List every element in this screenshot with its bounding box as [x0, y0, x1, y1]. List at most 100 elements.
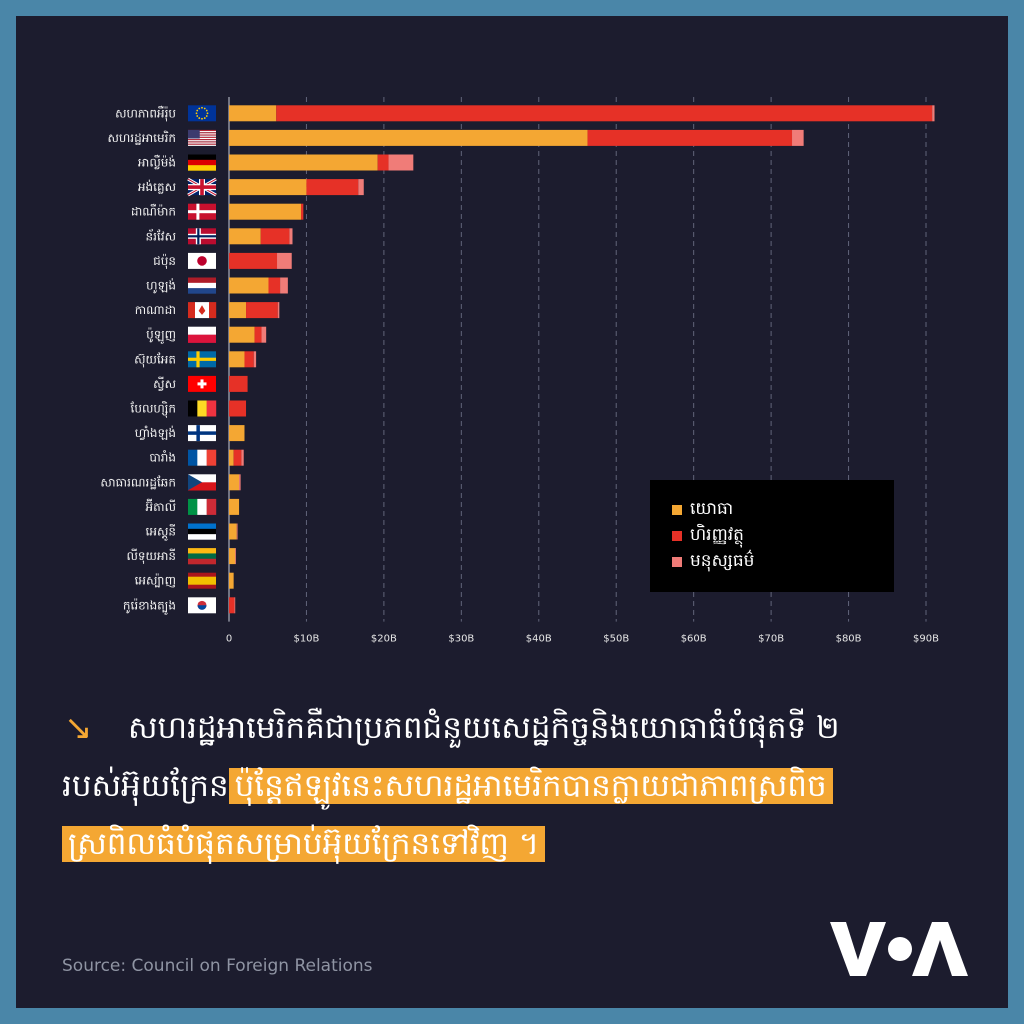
bar-segment-military — [229, 277, 269, 294]
country-label: អង់គ្លេស — [138, 179, 176, 194]
country-label: ហ្វាំងឡង់ — [135, 425, 176, 440]
bar-segment-financial — [244, 351, 254, 368]
x-tick-label: $30B — [448, 634, 474, 645]
flag-us-icon — [188, 129, 216, 146]
bar-segment-humanitarian — [239, 474, 241, 491]
bar-segment-military — [229, 154, 378, 171]
bar-segment-humanitarian — [234, 597, 236, 614]
bar-segment-humanitarian — [277, 252, 292, 269]
flag-be-icon — [188, 400, 217, 417]
bar-segment-financial — [377, 154, 389, 171]
legend-label-military: យោធា — [690, 498, 734, 519]
bar-segment-military — [229, 228, 261, 245]
legend-label-financial: ហិរញ្ញវត្ថុ — [690, 524, 744, 545]
flag-ch-icon — [188, 375, 216, 392]
bar-segment-military — [229, 105, 277, 122]
flag-ee-icon — [188, 523, 216, 540]
country-label: អ៊ីតាលី — [146, 498, 176, 514]
flag-kr-icon — [188, 597, 216, 614]
bar-segment-humanitarian — [261, 326, 267, 343]
bar-segment-military — [229, 326, 255, 343]
country-label: ហូឡង់ — [146, 278, 176, 294]
country-label: កាណាដា — [135, 303, 176, 317]
country-label: ស្វីស — [153, 376, 176, 391]
country-label: បែលហ្ស៊ិក — [131, 401, 176, 419]
country-label: អេស្ប៉ាញ — [135, 573, 176, 588]
infographic-frame: 0 $10B $20B $30B $40B $50B $60B $70B $80B $90B សហភ… — [16, 16, 1008, 1008]
bar-segment-humanitarian — [277, 302, 280, 319]
bar-segment-humanitarian — [289, 228, 293, 245]
legend-label-humanitarian: មនុស្សធម៌ — [690, 550, 755, 571]
bar-segment-financial — [229, 597, 235, 614]
arrow-icon: ↘ — [64, 708, 93, 748]
country-label: ដាណឺម៉ាក — [131, 204, 176, 219]
flag-pl-icon — [188, 326, 216, 343]
bar-segment-financial — [301, 203, 304, 220]
headline-line-2: របស់អ៊ុយក្រែន ប៉ុន្តែឥឡូវនេះសហរដ្ឋអាមេរិក… — [62, 764, 833, 808]
flag-jp-icon — [188, 252, 216, 269]
country-label: បារាំង — [149, 450, 176, 465]
bar-segment-humanitarian — [792, 129, 804, 146]
country-label: សហភាពអឺរ៉ុប — [115, 105, 176, 121]
bar-segment-military — [229, 523, 237, 540]
legend-swatch-military — [672, 505, 682, 515]
bar-segment-humanitarian — [280, 277, 288, 294]
bar-segment-financial — [306, 179, 359, 196]
bar-segment-financial — [587, 129, 793, 146]
bar-segment-humanitarian — [236, 523, 238, 540]
country-label: ប៉ូឡូញ — [146, 327, 176, 345]
bar-segment-military — [229, 498, 240, 515]
bar-segment-military — [229, 474, 240, 491]
country-label: សាធារណរដ្ឋឆែក — [100, 474, 176, 489]
bar-segment-financial — [246, 302, 278, 319]
legend-swatch-humanitarian — [672, 557, 682, 567]
flag-se-icon — [188, 351, 216, 368]
bar-segment-humanitarian — [241, 449, 244, 466]
country-label: លីទុយអានី — [126, 548, 176, 564]
chart-legend: យោធា ហិរញ្ញវត្ថុ មនុស្សធម៌ — [650, 480, 894, 592]
bar-segment-military — [229, 548, 236, 565]
flag-fr-icon — [188, 449, 217, 466]
country-label: សហរដ្ឋអាមេរិក — [107, 130, 176, 145]
voa-logo — [830, 922, 968, 976]
bar-segment-humanitarian — [932, 105, 935, 122]
headline-highlight-1: ប៉ុន្តែឥឡូវនេះសហរដ្ឋអាមេរិកបានក្លាយជាភាព… — [228, 768, 833, 804]
bar-segment-military — [229, 203, 302, 220]
flag-lt-icon — [188, 548, 216, 565]
flag-fi-icon — [188, 425, 216, 442]
headline-line-3: ស្រពិលធំបំផុតសម្រាប់អ៊ុយក្រែនទៅវិញ ។ — [62, 822, 546, 866]
flag-dk-icon — [188, 203, 216, 220]
bar-segment-financial — [260, 228, 290, 245]
bar-segment-financial — [233, 449, 242, 466]
x-tick-label: $60B — [681, 634, 707, 645]
headline-line-1: សហរដ្ឋអាមេរិកគឺជាប្រភពជំនួយសេដ្ឋកិច្ចនិង… — [128, 710, 840, 746]
country-label: អាល្លឺម៉ង់ — [138, 155, 176, 170]
bar-segment-humanitarian — [235, 548, 236, 565]
bar-segment-military — [229, 302, 247, 319]
bar-segment-military — [229, 572, 234, 589]
x-tick-label: $40B — [526, 634, 552, 645]
flag-gb-icon — [187, 177, 217, 197]
bar-segment-financial — [229, 252, 278, 269]
stacked-bar-chart: 0 $10B $20B $30B $40B $50B $60B $70B $80B $90B សហភ… — [100, 97, 939, 645]
x-tick-label: 0 — [226, 634, 232, 645]
legend-item-military: យោធា — [672, 498, 733, 522]
bar-segment-military — [229, 179, 307, 196]
bar-segment-humanitarian — [358, 179, 364, 196]
x-tick-label: $90B — [913, 634, 939, 645]
bar-segment-military — [229, 351, 245, 368]
bar-segment-military — [229, 449, 234, 466]
bar-segment-financial — [229, 375, 248, 392]
bar-segment-financial — [268, 277, 281, 294]
legend-item-humanitarian: មនុស្សធម៌ — [672, 550, 754, 574]
x-tick-label: $80B — [836, 634, 862, 645]
flag-eu-icon — [188, 105, 216, 122]
x-tick-label: $10B — [293, 634, 319, 645]
bar-segment-military — [229, 425, 245, 442]
country-label: ស៊ុយអែត — [134, 351, 176, 367]
flag-es-icon — [188, 572, 216, 589]
x-tick-label: $20B — [371, 634, 397, 645]
flag-no-icon — [188, 228, 216, 245]
bar-segment-humanitarian — [388, 154, 414, 171]
bar-segment-military — [229, 129, 588, 146]
